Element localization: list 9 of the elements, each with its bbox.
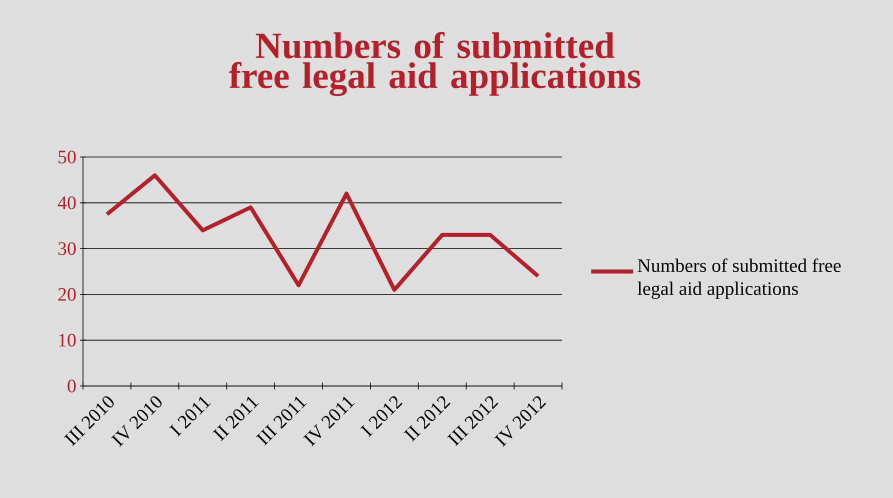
y-tick-label: 40 [58,196,76,210]
line-series [104,173,540,292]
y-tick-label: 50 [58,150,76,164]
chart-title: Numbers of submitted free legal aid applications [229,32,640,96]
y-tick-label: 0 [68,380,76,392]
y-tick-label: 10 [59,334,76,347]
y-tick-label: 20 [58,288,76,301]
legend-label: Numbers of submitted free legal aid applications [638,258,841,299]
y-tick-label: 30 [58,242,76,256]
